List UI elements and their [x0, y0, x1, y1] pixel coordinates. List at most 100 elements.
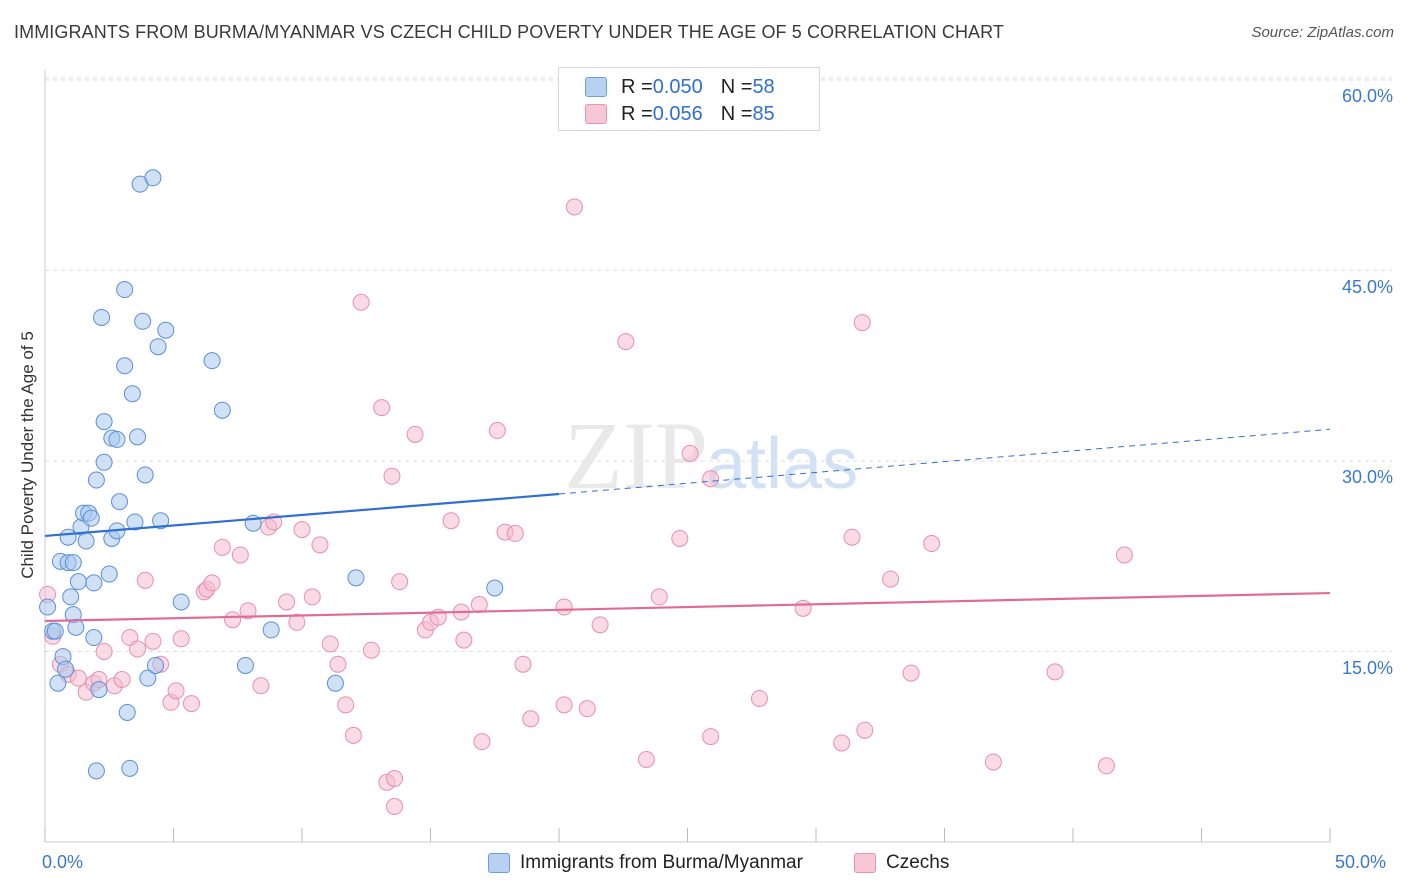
data-point-czechs [213, 538, 231, 556]
data-point-czechs [591, 616, 609, 634]
series-czechs [39, 198, 1133, 815]
data-point-burma [82, 509, 100, 527]
data-point-burma [85, 574, 103, 592]
data-point-burma [69, 573, 87, 591]
data-point-czechs [95, 643, 113, 660]
data-point-burma [139, 669, 157, 687]
legend-item-burma: Immigrants from Burma/Myanmar [488, 852, 803, 874]
data-point-burma [39, 598, 57, 616]
y-tick-label: 30.0% [1341, 467, 1393, 487]
data-point-czechs [923, 535, 941, 553]
data-point-burma [134, 312, 152, 330]
series-burma [39, 169, 504, 780]
data-point-czechs [172, 630, 190, 648]
data-point-czechs [506, 524, 524, 542]
data-point-czechs [69, 669, 87, 687]
data-point-czechs [843, 528, 861, 546]
stats-row-czechs: R = 0.056 N = 85 [585, 102, 775, 126]
data-point-burma [326, 674, 344, 692]
data-point-czechs [293, 521, 311, 539]
data-point-czechs [406, 425, 424, 443]
y-tick-label: 60.0% [1341, 86, 1393, 106]
data-point-burma [152, 512, 170, 530]
x-tick-label-max: 50.0% [1335, 852, 1387, 872]
data-point-czechs [565, 198, 583, 216]
data-point-czechs [555, 696, 573, 714]
data-point-czechs [473, 733, 491, 751]
data-point-burma [149, 338, 167, 356]
data-point-czechs [129, 640, 147, 658]
data-point-czechs [750, 689, 768, 707]
data-point-czechs [182, 695, 200, 713]
data-point-czechs [337, 696, 355, 714]
data-point-burma [347, 569, 365, 587]
data-point-burma [46, 622, 64, 640]
data-point-czechs [391, 573, 409, 591]
data-point-burma [116, 357, 134, 375]
data-point-czechs [702, 470, 720, 488]
legend-swatch-czechs [585, 104, 607, 124]
data-point-burma [87, 762, 105, 780]
r-value: 0.056 [652, 102, 703, 125]
data-point-czechs [362, 641, 380, 659]
trend-line-czechs [44, 591, 1331, 623]
data-point-czechs [671, 529, 689, 547]
data-point-czechs [1097, 757, 1115, 775]
data-point-burma [121, 759, 139, 777]
data-point-czechs [311, 536, 329, 554]
data-point-czechs [231, 546, 249, 564]
series-legend: Immigrants from Burma/Myanmar Czechs [0, 852, 1406, 878]
data-point-czechs [224, 611, 242, 629]
legend-item-czechs: Czechs [854, 852, 949, 874]
data-point-czechs [144, 632, 162, 650]
data-point-czechs [113, 670, 131, 688]
data-point-burma [77, 532, 95, 550]
legend-swatch-burma [585, 77, 607, 97]
data-point-czechs [167, 682, 185, 700]
data-point-burma [236, 656, 254, 674]
data-point-burma [67, 618, 85, 636]
data-point-burma [172, 593, 190, 611]
n-label: N = [720, 75, 753, 98]
data-point-burma [59, 528, 77, 546]
n-value: 58 [752, 75, 775, 98]
data-point-burma [203, 352, 221, 370]
data-point-czechs [252, 677, 270, 695]
data-point-czechs [386, 770, 404, 787]
data-point-burma [144, 169, 162, 187]
data-point-burma [111, 493, 129, 511]
data-point-czechs [984, 753, 1002, 771]
trend-line-burma-extension [558, 428, 1331, 495]
data-point-burma [57, 660, 75, 678]
n-label: N = [720, 102, 753, 125]
legend-swatch-czechs [854, 853, 876, 873]
stats-legend: R = 0.050 N = 58 R = 0.056 N = 85 [558, 67, 820, 131]
data-point-czechs [344, 726, 362, 744]
data-point-czechs [278, 593, 296, 611]
data-point-czechs [321, 635, 339, 653]
trend-lines [44, 428, 1331, 623]
data-point-burma [123, 385, 141, 403]
data-point-burma [213, 401, 231, 419]
data-point-czechs [555, 598, 573, 616]
data-point-burma [486, 579, 504, 597]
y-tick-label: 15.0% [1341, 657, 1393, 678]
legend-swatch-burma [488, 853, 510, 873]
axes [44, 70, 1331, 843]
data-point-burma [262, 621, 280, 639]
data-point-czechs [352, 293, 370, 311]
data-point-czechs [650, 588, 668, 606]
data-point-czechs [288, 613, 306, 631]
data-point-burma [95, 453, 113, 471]
data-point-czechs [681, 444, 699, 462]
source-label: Source: ZipAtlas.com [1251, 24, 1394, 41]
data-point-czechs [455, 631, 473, 649]
data-point-czechs [329, 655, 347, 673]
watermark: ZIP atlas [564, 402, 858, 509]
r-value: 0.050 [652, 75, 703, 98]
data-point-czechs [488, 422, 506, 440]
data-point-burma [64, 554, 82, 572]
data-point-burma [126, 513, 144, 531]
data-point-czechs [902, 664, 920, 682]
data-point-czechs [470, 596, 488, 614]
